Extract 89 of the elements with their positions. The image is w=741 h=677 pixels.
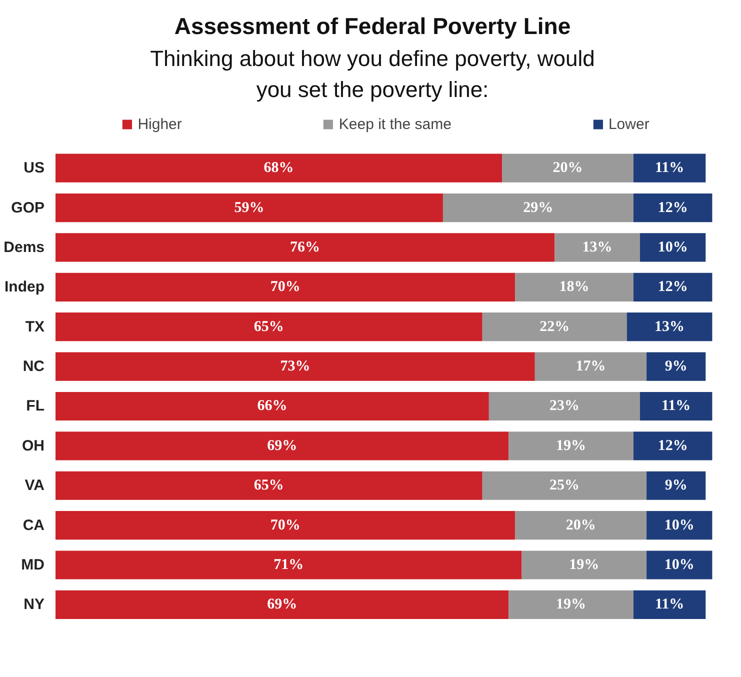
data-label: 17% [576,358,606,374]
data-label: 66% [257,398,288,414]
y-tick-label: MD [21,556,45,574]
bar [442,193,634,222]
data-label: 65% [254,318,284,335]
bar [633,590,706,619]
bar [56,471,482,500]
bar [56,312,482,341]
bar [554,232,640,262]
y-tick-label: CA [22,516,45,534]
data-label: 73% [280,358,310,374]
data-label: 19% [556,596,586,612]
data-label: 29% [523,199,554,216]
data-label: 12% [658,278,688,295]
bar [56,232,555,262]
bar [515,272,634,302]
y-tick-label: Dems [4,238,45,256]
bar [56,153,502,182]
bar [640,392,712,420]
bar [56,510,516,540]
data-label: 20% [552,160,583,176]
bar [56,193,443,222]
bar [534,352,647,381]
y-tick-label: Indep [4,278,44,296]
data-label: 22% [540,318,570,335]
data-label: 10% [664,516,694,533]
bar [633,272,712,302]
bar [508,590,634,619]
y-tick-label: TX [25,318,45,336]
data-label: 11% [662,398,691,414]
data-label: 12% [658,438,688,454]
data-label: 19% [556,438,586,454]
bar [515,510,647,540]
bar [502,153,634,182]
data-label: 12% [658,199,688,216]
bar [56,392,489,420]
data-label: 11% [654,596,684,612]
data-label: 9% [664,358,688,374]
bar [646,510,712,540]
data-label: 10% [658,239,688,256]
bar [56,550,522,579]
bar [482,471,647,500]
bar [56,431,509,460]
data-label: 69% [267,438,298,454]
legend-label: Higher [138,116,182,133]
data-label: 13% [654,318,685,335]
data-label: 19% [569,556,600,573]
bar [56,272,516,302]
y-tick-label: US [24,159,45,176]
bar [646,471,706,500]
bar [482,312,627,341]
data-label: 70% [270,516,300,533]
bar [646,550,712,579]
legend-label: Lower [608,116,650,133]
data-label: 70% [270,278,300,295]
data-label: 13% [582,239,612,256]
y-tick-label: FL [26,397,45,414]
bar [633,431,712,460]
data-label: 25% [549,477,580,494]
bar [626,312,712,341]
bar [508,431,634,460]
data-label: 69% [267,596,298,612]
y-tick-label: VA [24,476,45,494]
y-tick-label: OH [22,437,44,454]
data-label: 11% [654,160,684,176]
data-label: 23% [549,398,580,414]
data-label: 18% [559,278,590,295]
chart-title: Assessment of Federal Poverty Line [173,12,572,41]
bar [56,352,535,381]
legend-label: Keep it the same [338,116,452,133]
bar [640,232,706,262]
bar [633,193,712,222]
data-label: 68% [264,160,294,176]
chart-subtitle: Thinking about how you define poverty, would you set the poverty line: [149,44,596,104]
data-label: 20% [566,516,596,533]
data-label: 9% [664,477,688,494]
data-label: 65% [254,477,284,494]
y-tick-label: NC [22,358,45,375]
bar [56,590,509,619]
bar [522,550,647,579]
data-label: 76% [290,239,320,256]
data-label: 59% [234,199,264,216]
data-label: 71% [274,556,304,573]
data-label: 10% [664,556,694,573]
bar [488,392,640,420]
y-tick-label: GOP [11,198,45,216]
y-tick-label: NY [24,596,45,613]
bar [633,153,706,182]
bar [646,352,706,381]
